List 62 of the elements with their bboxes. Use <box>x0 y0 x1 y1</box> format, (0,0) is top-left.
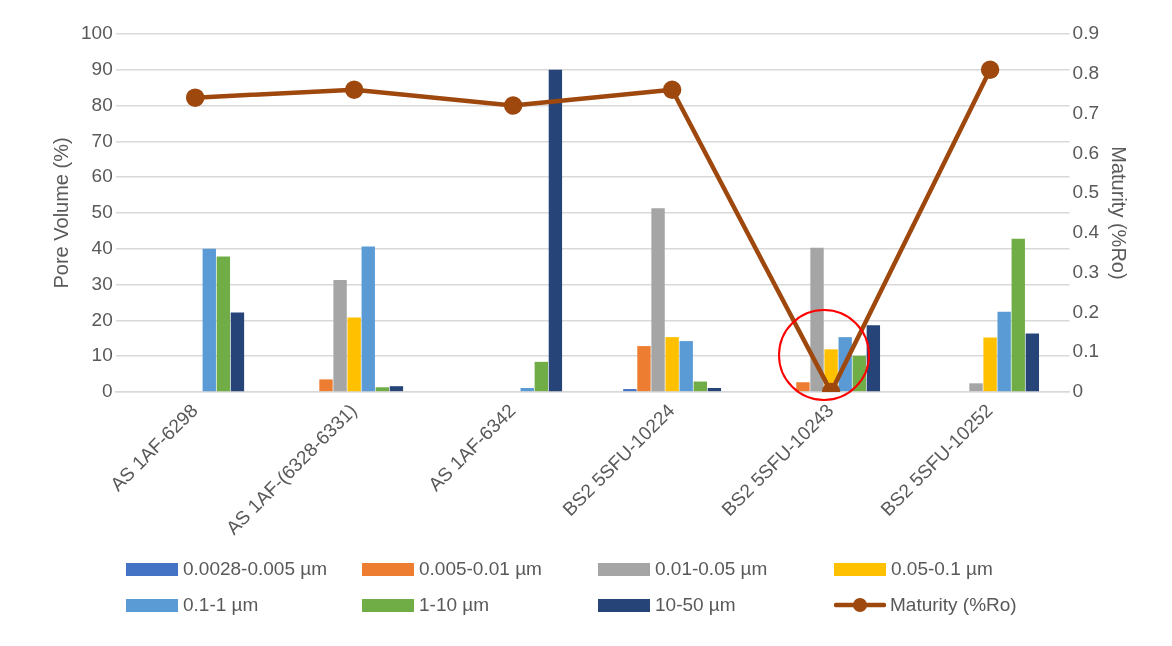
y-tick-label: 60 <box>91 165 113 187</box>
bar <box>534 361 548 392</box>
bar <box>1011 238 1025 392</box>
y2-tick-label: 0.8 <box>1072 62 1100 83</box>
y-tick-label: 80 <box>91 93 113 115</box>
bar <box>333 279 347 392</box>
bar <box>983 337 997 392</box>
point <box>344 80 364 99</box>
bar <box>665 337 679 392</box>
legend-label: 10-50 µm <box>655 594 736 616</box>
bar <box>796 382 810 392</box>
y2-tick-label: 0.3 <box>1072 260 1100 282</box>
bar <box>693 381 707 392</box>
legend-label: 0.05-0.1 µm <box>891 558 993 580</box>
y2-tick-label: 0.9 <box>1072 22 1100 44</box>
bar <box>707 387 722 392</box>
point <box>185 88 205 107</box>
y-axis-title: Pore Volume (%) <box>49 137 72 289</box>
y2-tick-label: 0.4 <box>1072 221 1100 243</box>
y-tick-label: 30 <box>91 272 113 294</box>
y-tick-label: 10 <box>91 344 113 366</box>
bar <box>520 387 534 392</box>
legend-label: 0.005-0.01 µm <box>419 558 542 580</box>
bar <box>375 387 390 392</box>
legend-label: Maturity (%Ro) <box>890 594 1017 616</box>
bar <box>651 208 665 392</box>
y2-tick-label: 0 <box>1072 380 1084 402</box>
bar <box>319 379 333 392</box>
bar <box>623 389 637 392</box>
bar <box>230 312 245 392</box>
point <box>503 96 523 115</box>
y-tick-label: 50 <box>91 201 113 223</box>
y2-tick-label: 0.1 <box>1072 340 1100 362</box>
bar <box>637 346 651 392</box>
bar <box>969 383 983 392</box>
legend-label: 0.01-0.05 µm <box>655 558 768 580</box>
bar <box>679 341 693 392</box>
y-tick-label: 0 <box>102 380 113 402</box>
bar <box>361 246 375 392</box>
bar <box>1025 333 1040 392</box>
y-tick-label: 20 <box>91 308 113 330</box>
point <box>980 60 1000 80</box>
bar <box>347 317 361 392</box>
legend-label: 0.1-1 µm <box>183 594 259 616</box>
bar <box>216 256 231 392</box>
y2-axis-title: Maturity (%Ro) <box>1108 146 1131 280</box>
bar <box>548 69 563 392</box>
point <box>662 80 682 99</box>
y-tick-label: 40 <box>91 236 113 258</box>
legend-label: 1-10 µm <box>419 594 490 616</box>
y2-tick-label: 0.5 <box>1072 181 1100 203</box>
y-tick-label: 90 <box>91 58 113 80</box>
y2-tick-label: 0.7 <box>1072 101 1100 123</box>
bar <box>997 311 1011 392</box>
legend-label: 0.0028-0.005 µm <box>183 558 328 580</box>
y-tick-label: 100 <box>81 22 113 44</box>
y2-tick-label: 0.6 <box>1072 141 1100 163</box>
bar <box>202 248 216 392</box>
bar <box>810 247 824 392</box>
bar <box>389 386 404 392</box>
y-tick-label: 70 <box>91 129 113 151</box>
y2-tick-label: 0.2 <box>1072 300 1100 322</box>
